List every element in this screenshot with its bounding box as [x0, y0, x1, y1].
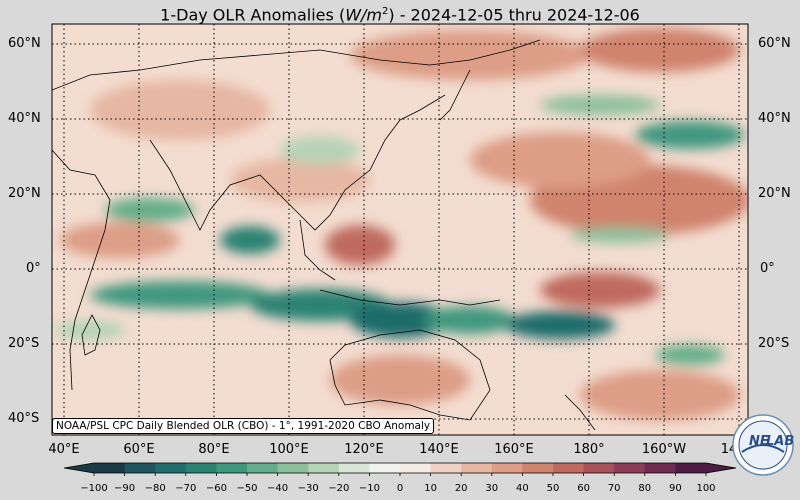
colorbar-swatch	[308, 463, 340, 473]
lon-label: 120°E	[344, 442, 384, 457]
colorbar-tick-label: −30	[297, 483, 319, 494]
colorbar-tick-label: 0	[396, 483, 404, 494]
lat-label-right: 20°S	[758, 336, 790, 351]
colorbar-swatch	[553, 463, 585, 473]
lat-label-left: 20°N	[8, 186, 41, 201]
colorbar-tick-label: 10	[424, 483, 437, 494]
colorbar-tick-label: −80	[144, 483, 166, 494]
colorbar-swatch	[216, 463, 248, 473]
colorbar-swatch	[583, 463, 615, 473]
lon-label: 40°E	[48, 442, 80, 457]
colorbar-swatch	[155, 463, 187, 473]
lat-label-right: 60°N	[758, 36, 791, 51]
svg-text:LAB: LAB	[766, 434, 794, 449]
colorbar-tick-label: −90	[114, 483, 136, 494]
colorbar-swatch	[430, 463, 462, 473]
colorbar-tick-label: −10	[358, 483, 380, 494]
colorbar-swatch	[124, 463, 156, 473]
lon-label: 160°W	[641, 442, 687, 457]
noaa-psl-logo: NE LAB	[732, 414, 794, 476]
colorbar-tick-label: −70	[175, 483, 197, 494]
colorbar-swatch	[400, 463, 432, 473]
colorbar-tick-label: 100	[696, 483, 716, 494]
colorbar-swatch	[675, 463, 707, 473]
colorbar-tick-label: 30	[485, 483, 499, 494]
colorbar	[63, 462, 737, 476]
colorbar-tick-label: −60	[205, 483, 227, 494]
lon-label: 80°E	[198, 442, 230, 457]
lon-label: 160°E	[494, 442, 534, 457]
lat-label-right: 0°	[760, 261, 775, 276]
lat-label-left: 60°N	[8, 36, 41, 51]
colorbar-tick-label: 70	[607, 483, 621, 494]
colorbar-swatch	[369, 463, 401, 473]
colorbar-swatch	[644, 463, 676, 473]
map-title: 1-Day OLR Anomalies (W/m2) - 2024-12-05 …	[160, 5, 640, 25]
colorbar-swatch	[614, 463, 646, 473]
lat-label-right: 40°N	[758, 111, 791, 126]
colorbar-swatch	[94, 463, 126, 473]
lat-label-left: 20°S	[8, 336, 40, 351]
colorbar-tick-label: 50	[546, 483, 560, 494]
lon-label: 140°E	[419, 442, 459, 457]
colorbar-tick-label: 60	[577, 483, 590, 494]
colorbar-swatch	[277, 463, 309, 473]
colorbar-swatch	[522, 463, 554, 473]
colorbar-swatch	[247, 463, 279, 473]
lon-label: 60°E	[123, 442, 155, 457]
colorbar-swatch	[491, 463, 523, 473]
colorbar-tick-label: −40	[267, 483, 289, 494]
colorbar-extend-low	[64, 463, 94, 473]
source-note: NOAA/PSL CPC Daily Blended OLR (CBO) - 1…	[52, 418, 435, 434]
colorbar-swatch	[185, 463, 217, 473]
colorbar-extend-high	[706, 463, 736, 473]
lat-label-left: 0°	[26, 261, 41, 276]
colorbar-swatch	[338, 463, 370, 473]
lat-label-left: 40°N	[8, 111, 41, 126]
colorbar-tick-label: −100	[80, 483, 108, 494]
lat-label-right: 20°N	[758, 186, 791, 201]
colorbar-tick-label: −50	[236, 483, 258, 494]
colorbar-tick-label: 90	[669, 483, 682, 494]
coastlines	[52, 39, 596, 431]
svg-text:NE: NE	[749, 434, 769, 449]
colorbar-tick-label: −20	[328, 483, 350, 494]
colorbar-swatch	[461, 463, 493, 473]
lat-label-left: 40°S	[8, 411, 40, 426]
lon-label: 180°	[573, 442, 605, 457]
colorbar-tick-label: 20	[454, 483, 468, 494]
lon-label: 100°E	[269, 442, 309, 457]
colorbar-tick-label: 80	[638, 483, 652, 494]
colorbar-tick-label: 40	[516, 483, 529, 494]
anomaly-field	[52, 24, 748, 435]
